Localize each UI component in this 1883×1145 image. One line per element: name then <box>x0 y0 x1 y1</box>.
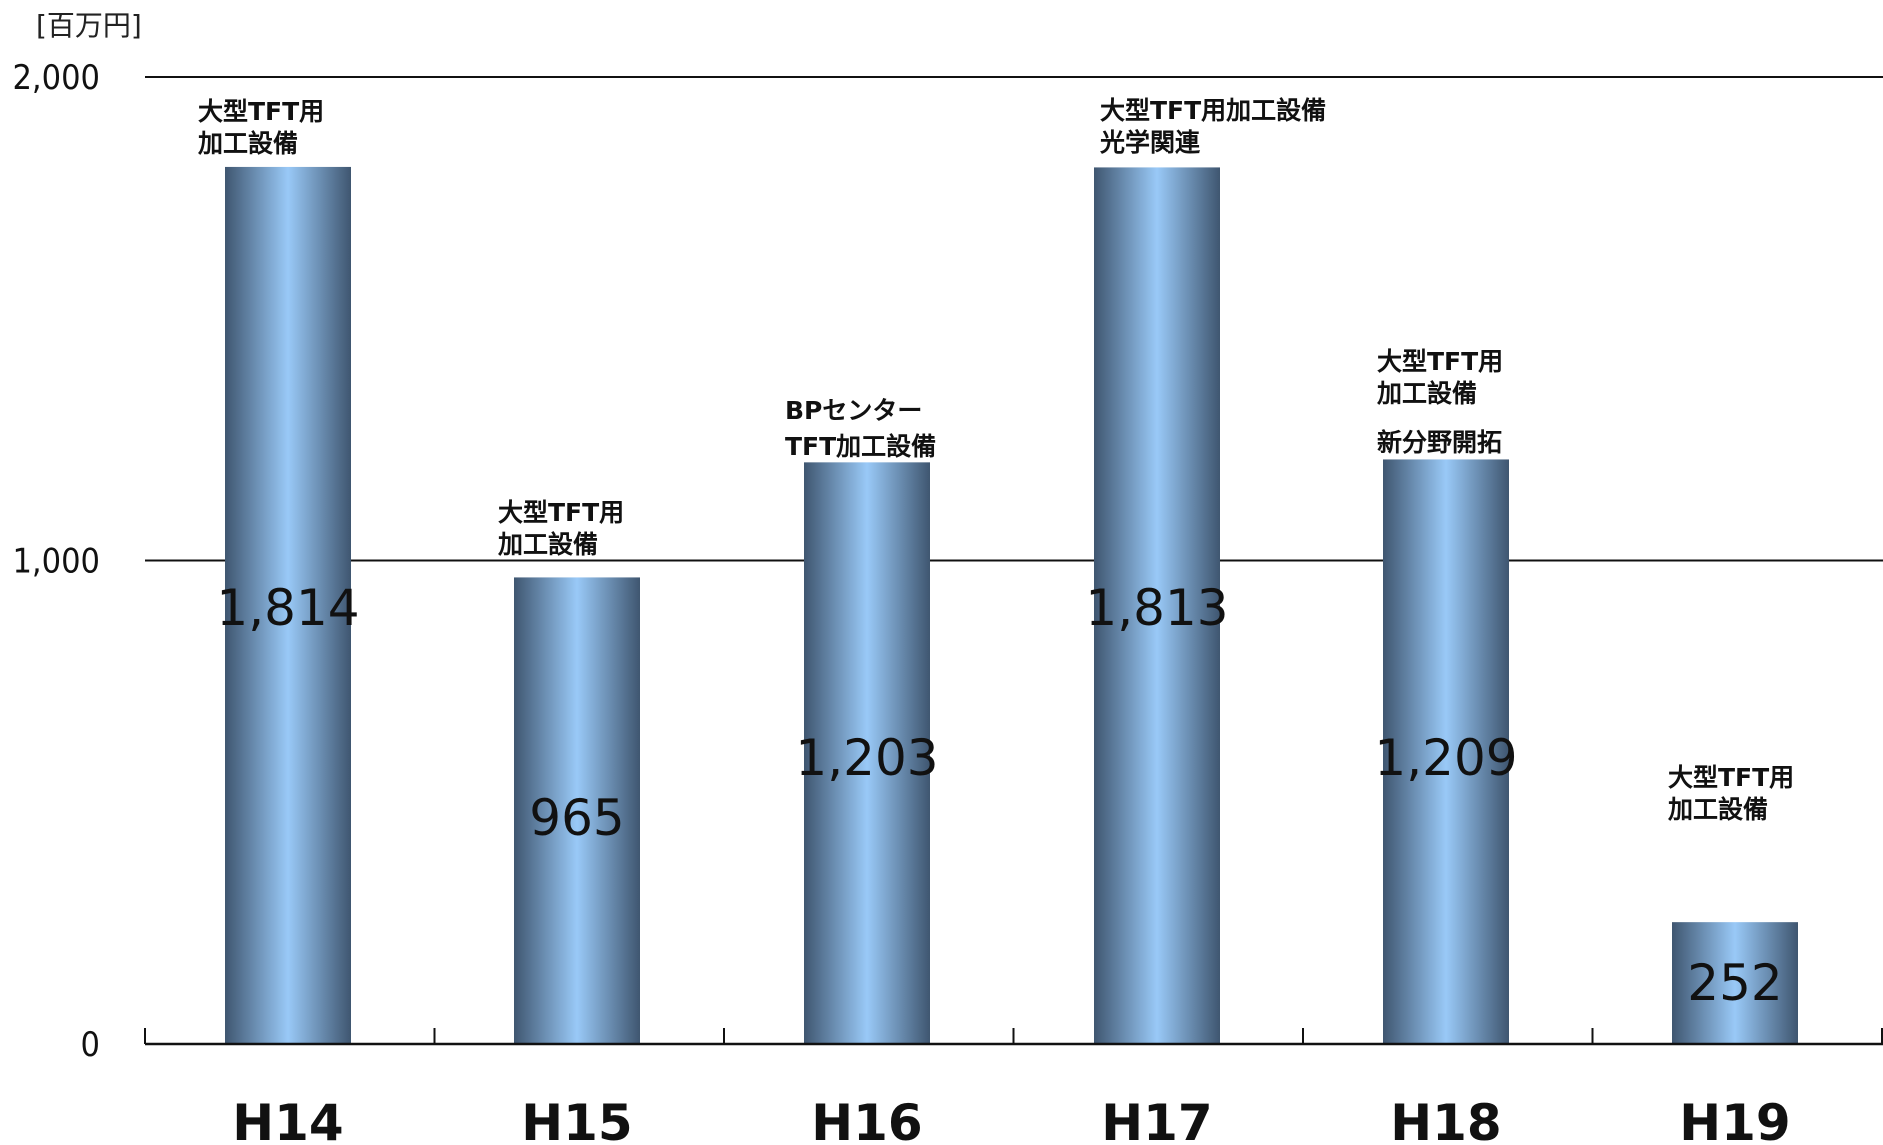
x-tick-label: H19 <box>1679 1094 1790 1145</box>
data-label: 1,813 <box>1085 579 1228 637</box>
bar-annotation: TFT加工設備 <box>785 432 936 461</box>
axes <box>145 1028 1883 1044</box>
x-tick-label: H17 <box>1101 1094 1212 1145</box>
bar-annotation: 加工設備 <box>1376 379 1477 408</box>
bars <box>225 167 1798 1044</box>
bar-annotation: 加工設備 <box>197 129 298 158</box>
gridlines <box>145 77 1883 561</box>
x-tick-label: H14 <box>232 1094 343 1145</box>
bar-annotation: 大型TFT用 <box>198 97 324 126</box>
bar-annotation: 新分野開拓 <box>1377 428 1502 457</box>
bar-annotation: 光学関連 <box>1099 128 1201 157</box>
data-label: 252 <box>1687 954 1782 1012</box>
bar-annotation: 加工設備 <box>497 530 598 559</box>
data-label: 1,209 <box>1374 729 1517 787</box>
data-label: 965 <box>529 789 624 847</box>
y-tick-label: 2,000 <box>12 58 100 98</box>
x-tick-label: H15 <box>521 1094 632 1145</box>
data-label: 1,814 <box>216 579 359 637</box>
y-tick-label: 1,000 <box>12 542 100 582</box>
bar-annotation: 大型TFT用 <box>1668 763 1794 792</box>
unit-label: [百万円] <box>36 9 142 42</box>
bar-annotation: 大型TFT用加工設備 <box>1100 96 1326 125</box>
x-tick-label: H18 <box>1390 1094 1501 1145</box>
bar-annotation: 加工設備 <box>1667 795 1768 824</box>
y-tick-label: 0 <box>81 1025 100 1065</box>
bar-annotation: BPセンター <box>785 396 922 425</box>
x-tick-label: H16 <box>811 1094 922 1145</box>
bar-annotation: 大型TFT用 <box>498 498 624 527</box>
data-label: 1,203 <box>795 729 938 787</box>
bar-annotation: 大型TFT用 <box>1377 347 1503 376</box>
